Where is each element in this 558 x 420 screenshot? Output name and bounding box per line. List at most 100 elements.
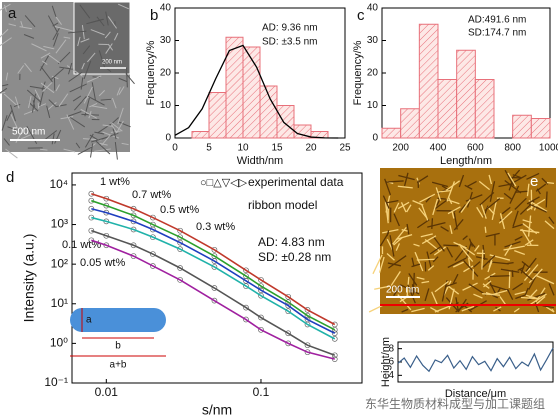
fiber xyxy=(501,206,511,215)
fiber xyxy=(542,305,555,309)
fiber xyxy=(541,177,549,185)
fiber xyxy=(121,142,129,146)
fiber xyxy=(90,143,94,158)
fiber xyxy=(24,15,36,28)
data-point xyxy=(258,277,264,283)
fiber xyxy=(476,206,484,218)
y-tick-label: 30 xyxy=(160,35,172,46)
data-point xyxy=(258,283,264,289)
fiber xyxy=(87,52,96,63)
y-tick-label: 20 xyxy=(160,68,172,79)
fiber xyxy=(89,102,98,108)
fiber xyxy=(453,218,464,231)
fiber xyxy=(13,103,21,108)
fiber xyxy=(89,134,98,141)
fiber xyxy=(3,93,17,106)
fiber xyxy=(512,282,524,291)
bar xyxy=(418,23,439,139)
fiber xyxy=(117,107,124,125)
annotation: AD: 9.36 nm xyxy=(262,23,318,34)
data-point xyxy=(150,263,156,269)
fiber xyxy=(440,226,449,232)
fiber xyxy=(6,109,13,122)
fiber xyxy=(514,190,528,193)
fiber xyxy=(484,198,501,211)
fiber xyxy=(0,3,11,11)
x-tick-label: 20 xyxy=(305,143,317,154)
fiber xyxy=(395,243,401,251)
fiber xyxy=(384,178,392,196)
fiber xyxy=(447,257,467,269)
y-tick-label: 10⁴ xyxy=(49,177,68,191)
series-label: 1 wt% xyxy=(100,176,130,188)
model-line xyxy=(91,229,336,357)
fiber xyxy=(55,104,67,108)
panel-label: c xyxy=(357,7,365,24)
fiber xyxy=(528,200,548,213)
fiber xyxy=(393,236,403,246)
fiber xyxy=(521,261,529,268)
panel-label: d xyxy=(6,169,14,186)
x-tick-label: 0 xyxy=(172,143,178,154)
fiber xyxy=(91,82,96,101)
fiber xyxy=(524,239,534,246)
fiber xyxy=(47,15,58,32)
series-label: 0.7 wt% xyxy=(132,189,171,201)
fiber xyxy=(55,39,67,54)
fiber xyxy=(403,172,409,187)
fiber xyxy=(83,60,92,80)
fiber xyxy=(514,291,526,296)
data-point xyxy=(331,352,338,359)
fiber xyxy=(517,266,525,271)
panel-label: b xyxy=(150,7,158,24)
fiber xyxy=(90,29,105,36)
fiber xyxy=(52,28,60,41)
y-axis-label: Frequency/% xyxy=(352,40,364,105)
fiber xyxy=(437,197,447,200)
y-axis-label: Height/nm xyxy=(380,337,392,387)
fiber xyxy=(77,146,92,155)
fiber xyxy=(488,174,493,185)
y-tick-label: 10³ xyxy=(51,217,68,231)
fiber xyxy=(489,275,510,278)
fiber xyxy=(20,20,24,28)
fiber xyxy=(513,307,520,313)
fiber xyxy=(28,95,32,108)
fiber xyxy=(111,122,123,132)
bar xyxy=(437,79,458,139)
y-tick-label: 10 xyxy=(160,100,172,111)
fiber xyxy=(50,68,64,80)
y-axis-label: Intensity (a.u.) xyxy=(21,234,37,323)
data-point xyxy=(304,321,311,328)
fiber xyxy=(515,294,527,300)
fiber xyxy=(470,241,476,248)
fiber xyxy=(111,97,117,109)
fiber xyxy=(54,25,74,32)
fiber xyxy=(54,129,62,144)
fiber xyxy=(109,122,118,134)
fiber xyxy=(19,26,33,30)
fiber xyxy=(63,36,71,39)
fiber xyxy=(105,11,109,26)
x-axis-label: Distance/μm xyxy=(445,388,506,400)
fiber xyxy=(0,87,8,94)
fiber xyxy=(386,253,395,261)
fiber xyxy=(389,235,395,257)
x-tick-label: 0.1 xyxy=(253,385,270,399)
fiber xyxy=(17,65,25,74)
fiber xyxy=(2,84,9,87)
model-line xyxy=(91,239,335,360)
fiber xyxy=(473,293,483,299)
fiber xyxy=(485,232,500,238)
fiber xyxy=(411,284,415,293)
data-point xyxy=(331,336,338,342)
fiber xyxy=(498,182,515,188)
fiber xyxy=(452,273,459,284)
fiber xyxy=(524,267,531,275)
fiber xyxy=(419,193,436,203)
data-point xyxy=(304,342,311,349)
fiber xyxy=(4,4,7,13)
fiber xyxy=(460,199,471,213)
annotation: SD:174.7 nm xyxy=(468,28,526,39)
plot-frame xyxy=(71,172,363,384)
